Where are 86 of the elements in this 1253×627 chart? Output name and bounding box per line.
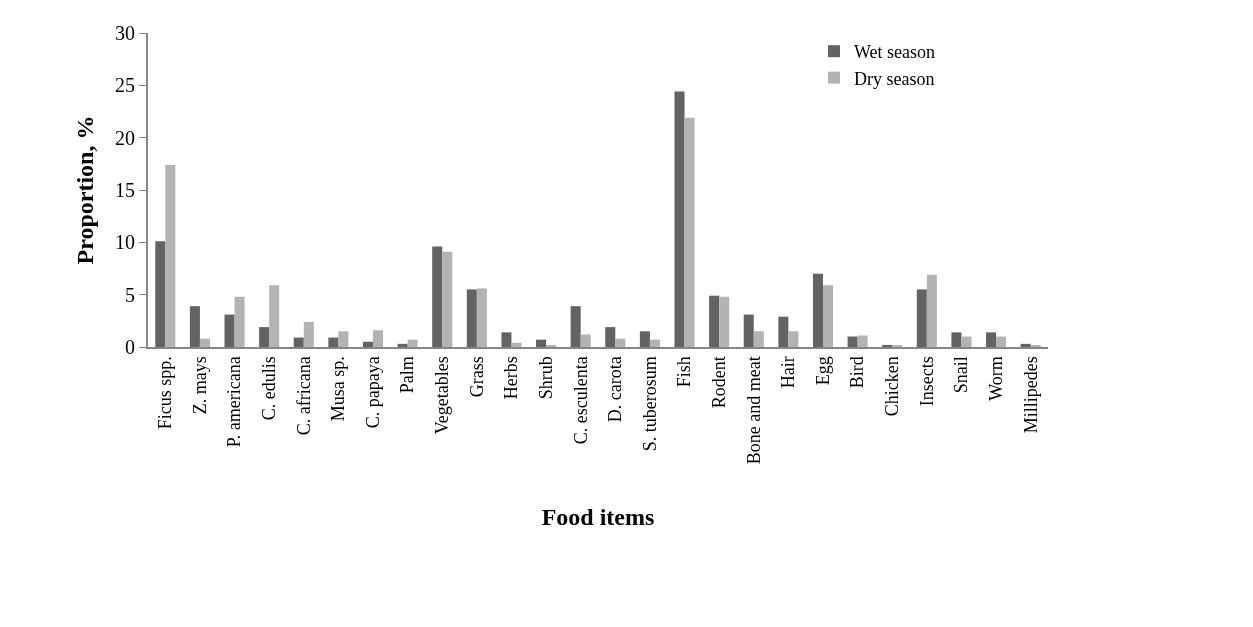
bar — [199, 338, 210, 347]
bar — [639, 331, 650, 347]
x-tick-label: Herbs — [501, 356, 522, 400]
bar — [259, 327, 270, 347]
x-tick-label: Snail — [951, 356, 972, 394]
x-tick-label: Musa sp. — [328, 356, 349, 422]
bar — [234, 296, 245, 347]
x-tick-label: Millipedes — [1020, 356, 1041, 434]
bar — [536, 339, 547, 347]
x-tick-label: Fish — [674, 356, 695, 388]
bar — [996, 336, 1007, 347]
x-tick-label: C. papaya — [362, 356, 383, 429]
bar — [501, 332, 512, 347]
x-axis-title: Food items — [541, 503, 655, 530]
bar — [269, 285, 280, 347]
bar — [823, 285, 834, 347]
y-tick-label: 20 — [115, 126, 135, 149]
bar — [951, 332, 962, 347]
y-tick-label: 0 — [125, 336, 135, 358]
bar — [743, 314, 754, 347]
bar — [224, 314, 235, 347]
legend-label: Dry season — [854, 68, 935, 89]
x-tick-label: Hair — [778, 356, 799, 389]
x-tick-label: C. edulis — [259, 356, 279, 421]
bar — [570, 306, 581, 347]
bar — [303, 321, 314, 347]
bar — [961, 336, 972, 347]
x-tick-label: P. americana — [224, 356, 245, 448]
bar — [362, 341, 373, 347]
x-tick-label: Worm — [985, 356, 1006, 401]
bar — [1020, 343, 1031, 347]
bar — [293, 337, 304, 347]
x-tick-label: D. carota — [605, 356, 626, 423]
x-tick-label: C. africana — [293, 356, 314, 436]
bar — [615, 338, 626, 347]
bar — [986, 332, 997, 347]
bar — [812, 273, 823, 347]
x-tick-label: Rodent — [709, 356, 729, 409]
bar — [857, 335, 868, 347]
x-tick-label: Grass — [466, 356, 487, 398]
x-tick-label: Chicken — [882, 356, 903, 417]
x-tick-label: Z. mays — [189, 356, 210, 415]
bar — [778, 316, 789, 347]
x-tick-label: Vegetables — [432, 356, 453, 435]
x-tick-label: Shrub — [535, 356, 556, 400]
y-tick-label: 30 — [115, 22, 135, 44]
bar — [432, 246, 443, 347]
bar — [788, 331, 799, 347]
x-tick-label: Palm — [397, 356, 418, 394]
bar — [882, 344, 893, 347]
x-tick-label: C. esculenta — [570, 356, 591, 445]
bar — [328, 337, 339, 347]
bar — [674, 91, 685, 347]
bar — [165, 164, 176, 347]
x-tick-label: Egg — [812, 356, 833, 386]
x-tick-label: Bird — [847, 356, 868, 389]
bar — [605, 327, 616, 347]
y-tick-label: 10 — [115, 231, 135, 254]
y-tick-label: 5 — [125, 283, 135, 306]
bar — [511, 342, 522, 347]
bar — [916, 289, 927, 347]
bar — [649, 339, 660, 347]
bar — [407, 339, 418, 347]
bar — [847, 336, 858, 347]
x-tick-label: Ficus spp. — [155, 356, 176, 430]
bar — [753, 331, 764, 347]
bar — [684, 117, 695, 347]
bar — [719, 296, 730, 347]
bar — [580, 334, 591, 347]
x-tick-label: Bone and meat — [743, 356, 764, 465]
bar — [926, 274, 937, 347]
legend-label: Wet season — [854, 42, 936, 63]
bar — [476, 288, 487, 347]
x-tick-label: S. tuberosum — [639, 356, 660, 452]
y-axis-title: Proportion, % — [71, 115, 98, 265]
bar — [397, 343, 408, 347]
bar — [373, 330, 384, 347]
bar — [338, 331, 349, 347]
y-tick-label: 25 — [115, 74, 135, 97]
bar — [189, 306, 200, 347]
bar — [442, 251, 453, 347]
x-tick-label: Insects — [916, 356, 937, 407]
bar — [709, 295, 720, 347]
bar — [155, 241, 166, 347]
y-tick-label: 15 — [115, 179, 135, 201]
bar — [466, 289, 477, 347]
